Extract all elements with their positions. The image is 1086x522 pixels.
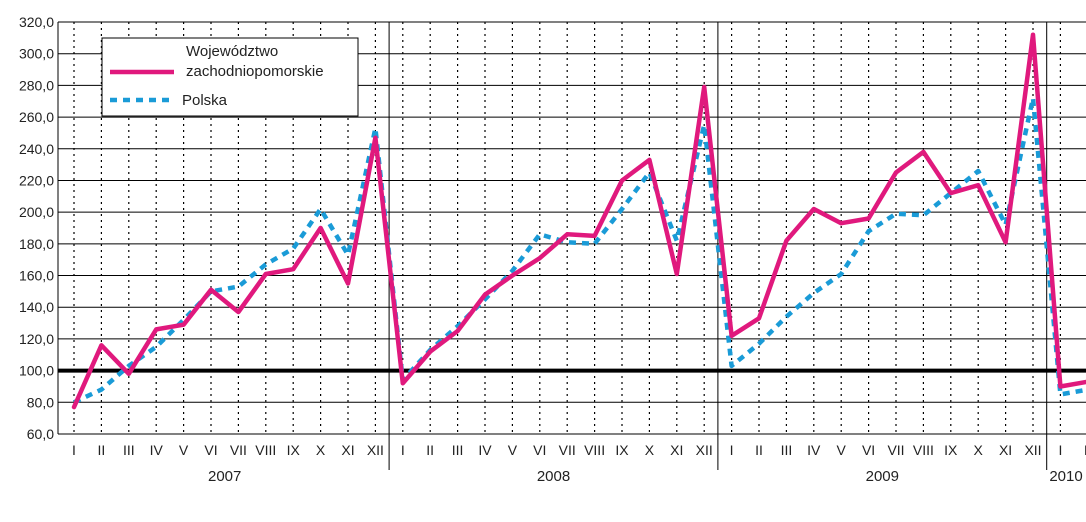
year-label: 2007 — [208, 468, 241, 485]
x-tick-label: IV — [150, 442, 164, 458]
legend: Województwo zachodniopomorskie Polska — [101, 37, 359, 117]
x-tick-label: II — [426, 442, 434, 458]
legend-label: Województwo — [186, 43, 278, 60]
x-tick-label: IX — [944, 442, 958, 458]
x-tick-label: VI — [533, 442, 546, 458]
x-tick-label: IV — [478, 442, 492, 458]
y-tick-label: 260,0 — [19, 109, 54, 125]
x-tick-label: VI — [204, 442, 217, 458]
x-tick-label: XI — [670, 442, 683, 458]
x-tick-label: XI — [341, 442, 354, 458]
series-lines — [71, 32, 1086, 410]
x-tick-label: X — [974, 442, 984, 458]
x-tick-label: X — [316, 442, 326, 458]
x-tick-label: X — [645, 442, 655, 458]
x-tick-label: I — [730, 442, 734, 458]
x-tick-label: II — [98, 442, 106, 458]
legend-label: zachodniopomorskie — [186, 63, 324, 80]
x-tick-label: V — [179, 442, 189, 458]
y-tick-label: 220,0 — [19, 172, 54, 188]
y-tick-label: 180,0 — [19, 236, 54, 252]
x-tick-label: VII — [887, 442, 904, 458]
axes: 60,0 80,0 100,0 120,0 140,0 160,0 180,0 200,0 22… — [19, 14, 1086, 485]
y-tick-label: 280,0 — [19, 77, 54, 93]
x-tick-label: III — [123, 442, 135, 458]
x-tick-label: I — [72, 442, 76, 458]
year-label: 2010 — [1049, 468, 1082, 485]
x-tick-label: VI — [862, 442, 875, 458]
year-label: 2008 — [537, 468, 570, 485]
x-tick-label: VII — [230, 442, 247, 458]
x-tick-label: V — [508, 442, 518, 458]
y-tick-label: 160,0 — [19, 268, 54, 284]
y-tick-label: 120,0 — [19, 331, 54, 347]
series-line-polska — [73, 95, 1086, 405]
x-tick-label: IV — [807, 442, 821, 458]
x-tick-label: XII — [1024, 442, 1041, 458]
y-tick-label: 140,0 — [19, 299, 54, 315]
y-tick-label: 320,0 — [19, 14, 54, 30]
x-tick-label: VIII — [584, 442, 605, 458]
x-tick-label: V — [837, 442, 847, 458]
x-tick-label: VIII — [913, 442, 934, 458]
series-line-wojewodztwo — [71, 32, 1086, 410]
x-tick-label: XI — [999, 442, 1012, 458]
y-tick-label: 240,0 — [19, 141, 54, 157]
x-tick-label: IX — [615, 442, 629, 458]
x-tick-label: III — [452, 442, 464, 458]
y-tick-label: 300,0 — [19, 46, 54, 62]
y-tick-label: 80,0 — [27, 394, 54, 410]
year-label: 2009 — [866, 468, 899, 485]
x-tick-label: VIII — [255, 442, 276, 458]
y-tick-label: 60,0 — [27, 426, 54, 442]
y-tick-label: 200,0 — [19, 204, 54, 220]
x-tick-label: III — [781, 442, 793, 458]
x-tick-label: II — [1084, 442, 1086, 458]
x-tick-label: I — [1058, 442, 1062, 458]
y-tick-label: 100,0 — [19, 363, 54, 379]
x-tick-label: I — [401, 442, 405, 458]
x-tick-label: VII — [559, 442, 576, 458]
legend-label: Polska — [182, 92, 228, 109]
legend-box — [101, 37, 359, 117]
x-tick-label: II — [755, 442, 763, 458]
x-tick-label: XII — [367, 442, 384, 458]
x-tick-label: IX — [287, 442, 301, 458]
x-tick-label: XII — [696, 442, 713, 458]
